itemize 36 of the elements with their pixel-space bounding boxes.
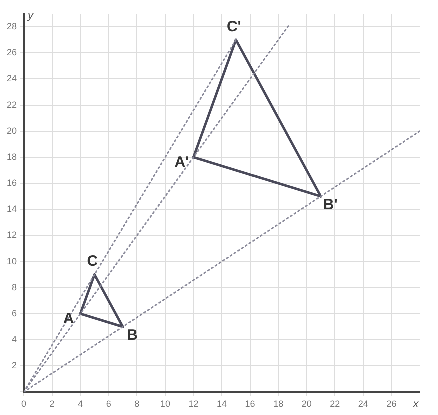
y-tick-label: 16 [6,178,18,188]
x-tick-label: 24 [358,399,368,410]
annotation: C' [226,18,242,36]
x-tick-label: 12 [188,399,199,410]
x-axis-title: x [412,398,420,411]
y-tick-label: 12 [6,230,18,240]
x-tick-label: 10 [160,399,170,410]
x-tick-label: 20 [302,399,312,410]
y-tick-label: 2 [12,360,18,371]
x-tick-label: 22 [330,399,340,410]
x-tick-label: 14 [217,399,228,410]
y-tick-label: 26 [6,48,18,58]
x-tick-label: 2 [50,399,55,410]
y-tick-label: 28 [6,22,18,32]
x-tick-label: 26 [386,399,397,410]
y-tick-label: 6 [12,308,18,318]
x-tick-label: 6 [106,399,112,410]
y-tick-label: 8 [12,282,18,292]
x-tick-label: 4 [78,399,84,410]
y-tick-label: 14 [6,204,18,214]
annotation: B [127,326,138,344]
x-tick-label: 16 [245,399,256,410]
y-tick-label: 24 [6,74,18,84]
x-tick-label: 8 [134,399,140,410]
y-tick-label: 22 [6,100,18,110]
y-axis-title: y [27,10,36,22]
x-tick-label: 0 [22,399,27,410]
annotation: C [87,253,98,270]
y-tick-label: 4 [12,334,18,345]
annotation: A [63,310,74,328]
y-tick-label: 18 [6,152,18,162]
annotation: B' [323,196,338,214]
x-tick-label: 18 [274,399,284,410]
y-tick-label: 20 [6,126,18,136]
y-tick-label: 10 [6,256,18,266]
annotation: A' [174,154,190,172]
